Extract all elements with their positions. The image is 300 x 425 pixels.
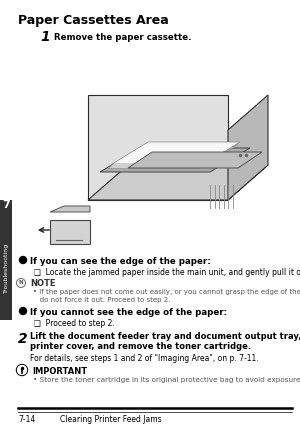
Polygon shape [50, 206, 90, 212]
Text: If you cannot see the edge of the paper:: If you cannot see the edge of the paper: [30, 308, 227, 317]
FancyBboxPatch shape [88, 95, 228, 200]
Text: • If the paper does not come out easily, or you cannot grasp the edge of the pap: • If the paper does not come out easily,… [33, 289, 300, 295]
Polygon shape [100, 148, 250, 172]
Text: 7: 7 [2, 200, 10, 210]
Text: Remove the paper cassette.: Remove the paper cassette. [54, 33, 191, 42]
Polygon shape [88, 165, 268, 200]
Circle shape [20, 308, 26, 314]
Text: Troubleshooting: Troubleshooting [4, 243, 8, 293]
Text: Lift the document feeder tray and document output tray, open the: Lift the document feeder tray and docume… [30, 332, 300, 341]
Polygon shape [110, 144, 238, 166]
Text: 1: 1 [40, 30, 50, 44]
Text: ❑  Proceed to step 2.: ❑ Proceed to step 2. [34, 319, 115, 328]
Text: Clearing Printer Feed Jams: Clearing Printer Feed Jams [60, 415, 162, 424]
Polygon shape [50, 220, 90, 244]
Text: do not force it out. Proceed to step 2.: do not force it out. Proceed to step 2. [33, 297, 170, 303]
Text: • Store the toner cartridge in its original protective bag to avoid exposure to : • Store the toner cartridge in its origi… [33, 377, 300, 383]
Text: NOTE: NOTE [30, 279, 56, 288]
Circle shape [16, 278, 26, 287]
Circle shape [17, 366, 26, 374]
Text: If you can see the edge of the paper:: If you can see the edge of the paper: [30, 257, 211, 266]
Polygon shape [228, 95, 268, 200]
Text: printer cover, and remove the toner cartridge.: printer cover, and remove the toner cart… [30, 342, 251, 351]
Text: N: N [19, 280, 23, 285]
FancyBboxPatch shape [0, 200, 12, 320]
Text: 2: 2 [18, 332, 28, 346]
Circle shape [20, 257, 26, 264]
Polygon shape [112, 142, 240, 164]
Text: IMPORTANT: IMPORTANT [32, 367, 87, 376]
Circle shape [16, 365, 28, 376]
Text: 7-14: 7-14 [18, 415, 35, 424]
Polygon shape [108, 146, 236, 168]
Text: For details, see steps 1 and 2 of "Imaging Area", on p. 7-11.: For details, see steps 1 and 2 of "Imagi… [30, 354, 259, 363]
Text: ❑  Locate the jammed paper inside the main unit, and gently pull it out.: ❑ Locate the jammed paper inside the mai… [34, 268, 300, 277]
Text: Paper Cassettes Area: Paper Cassettes Area [18, 14, 169, 27]
Polygon shape [128, 152, 262, 168]
